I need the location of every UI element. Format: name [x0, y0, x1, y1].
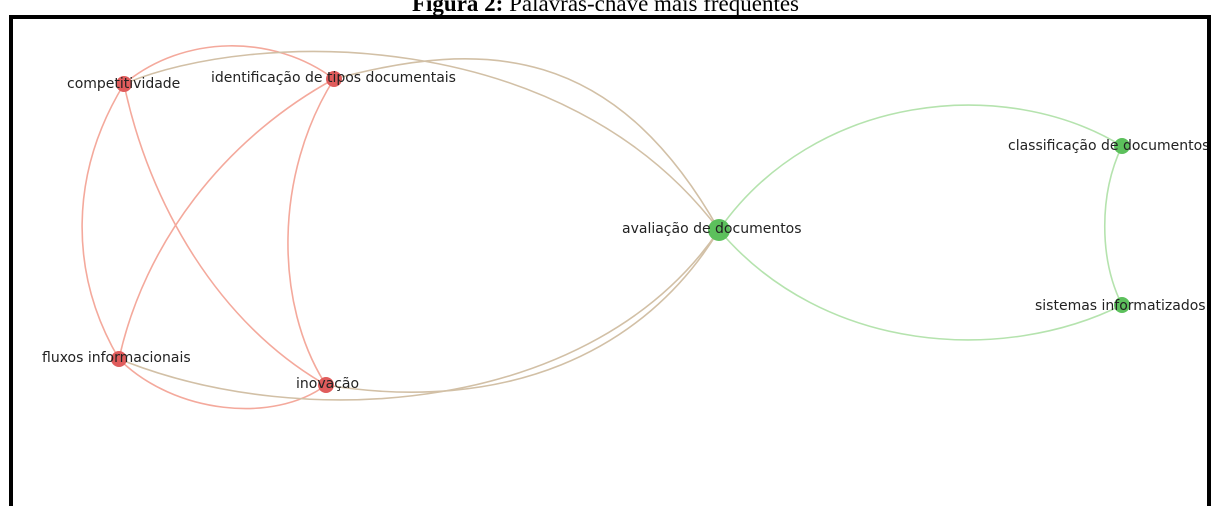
- label-competitividade: competitividade: [67, 76, 180, 92]
- node-fluxos[interactable]: [111, 351, 127, 367]
- edge-identificacao-avaliacao: [333, 58, 720, 231]
- edge-competitividade-inovacao: [123, 83, 327, 386]
- edge-competitividade-avaliacao: [123, 50, 720, 231]
- network-frame: competitividade identificação de tipos d…: [9, 15, 1211, 506]
- caption-text: Palavras-chave mais frequentes: [509, 0, 800, 16]
- edge-fluxos-avaliacao: [118, 229, 720, 401]
- edge-avaliacao-sistemas: [718, 229, 1123, 341]
- label-avaliacao: avaliação de documentos: [622, 221, 802, 237]
- label-identificacao: identificação de tipos documentais: [211, 70, 456, 86]
- edge-fluxos-inovacao: [118, 358, 327, 410]
- edge-competitividade-fluxos: [81, 83, 125, 360]
- node-sistemas[interactable]: [1114, 297, 1130, 313]
- label-classificacao: classificação de documentos: [1008, 138, 1209, 154]
- caption-label: Figura 2:: [411, 0, 504, 16]
- edge-inovacao-avaliacao: [325, 229, 720, 393]
- edge-identificacao-inovacao: [287, 78, 335, 386]
- node-identificacao[interactable]: [326, 71, 342, 87]
- edge-avaliacao-classificacao: [718, 104, 1123, 231]
- edge-identificacao-fluxos: [118, 78, 335, 360]
- node-avaliacao[interactable]: [708, 219, 730, 241]
- node-inovacao[interactable]: [318, 377, 334, 393]
- label-fluxos: fluxos informacionais: [42, 350, 191, 366]
- edge-competitividade-identificacao: [123, 45, 335, 85]
- label-sistemas: sistemas informatizados: [1035, 298, 1206, 314]
- figure-caption: Figura 2: Palavras-chave mais frequentes: [0, 0, 1211, 21]
- keyword-network: competitividade identificação de tipos d…: [42, 45, 1209, 410]
- node-classificacao[interactable]: [1114, 138, 1130, 154]
- edge-classificacao-sistemas: [1103, 145, 1123, 306]
- label-inovacao: inovação: [296, 376, 359, 392]
- node-competitividade[interactable]: [116, 76, 132, 92]
